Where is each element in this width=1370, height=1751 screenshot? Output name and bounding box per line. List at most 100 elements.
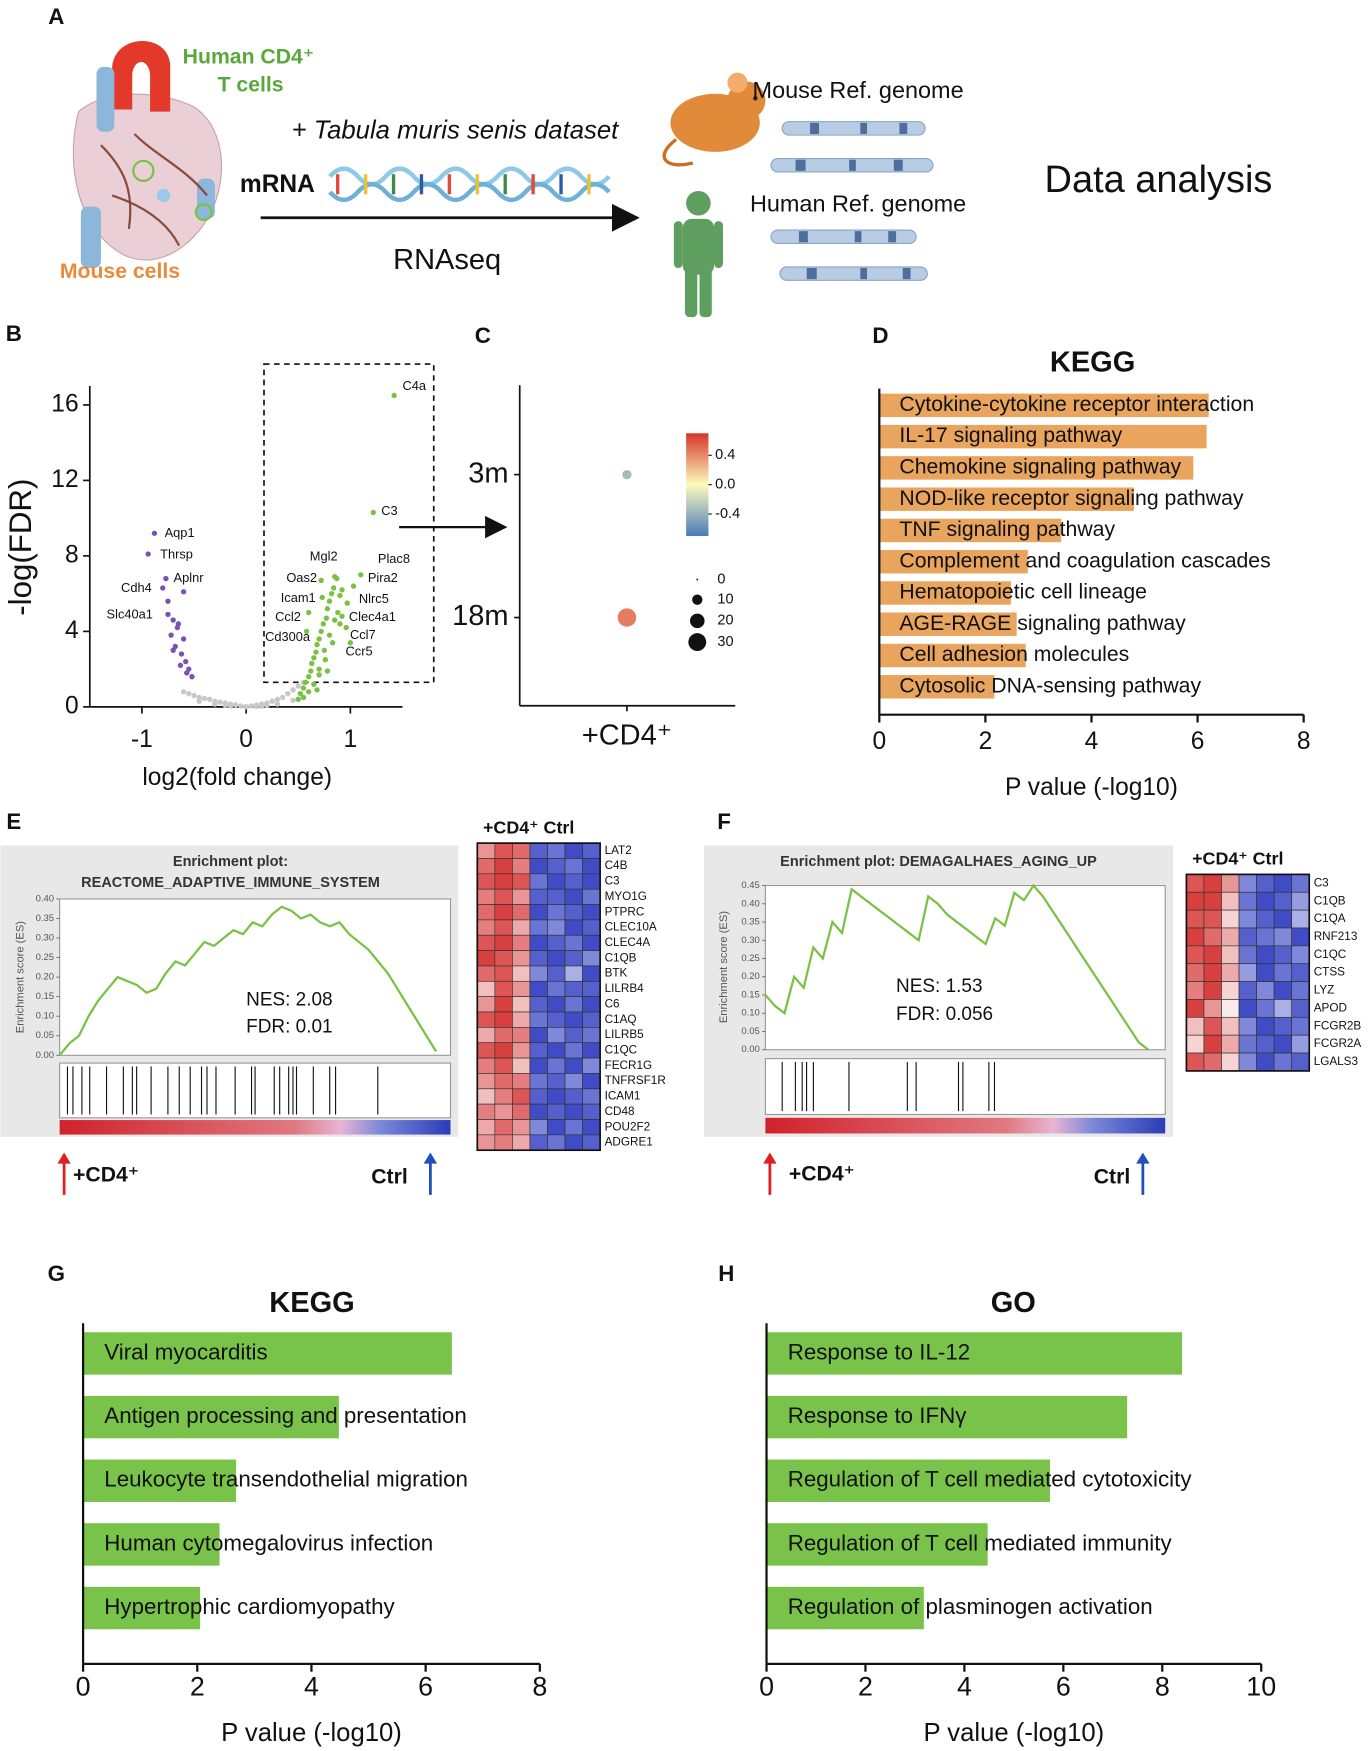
- heatmap-cell: [547, 934, 566, 951]
- heatmap-cell: [512, 1057, 531, 1074]
- data-point: [238, 703, 244, 709]
- heatmap-cell: [1291, 981, 1310, 1000]
- heatmap-cell: [512, 1073, 531, 1090]
- heatmap-cell: [1221, 945, 1240, 965]
- point-label: Mgl2: [310, 549, 338, 564]
- cells-label: Human CD4⁺: [183, 46, 314, 69]
- gene-label: LAT2: [605, 844, 632, 857]
- heatmap-cell: [512, 1027, 531, 1044]
- heatmap-cell: [547, 842, 566, 859]
- y-tick-label: 0.45: [741, 880, 759, 891]
- x-tick-label: 8: [1155, 1672, 1170, 1702]
- heatmap-cell: [529, 980, 548, 997]
- gene-label: BTK: [605, 967, 628, 980]
- dataset-label: + Tabula muris senis dataset: [292, 117, 620, 145]
- bar-label: AGE-RAGE signaling pathway: [899, 612, 1186, 635]
- data-point: [339, 587, 345, 593]
- bar: [766, 1459, 1050, 1502]
- heatmap-cell: [529, 950, 548, 967]
- heatmap-cell: [1291, 1034, 1310, 1054]
- heatmap-cell: [476, 1027, 496, 1044]
- y-tick-label: 0.00: [36, 1050, 54, 1061]
- heatmap-cell: [1256, 999, 1275, 1018]
- heatmap-cell: [476, 950, 496, 967]
- vessel: [96, 67, 115, 132]
- heatmap-cell: [1256, 927, 1275, 947]
- aorta: [112, 40, 171, 112]
- heatmap-cell: [529, 1057, 548, 1074]
- heatmap-cell: [1221, 909, 1240, 929]
- heatmap-cell: [564, 858, 583, 875]
- bar-label: Viral myocarditis: [104, 1339, 267, 1364]
- heatmap-cell: [582, 996, 601, 1013]
- data-point: [163, 575, 169, 582]
- data-point: [326, 598, 333, 604]
- bar: [879, 643, 1026, 668]
- gene-label: LILRB4: [605, 982, 645, 995]
- data-point: [180, 589, 187, 595]
- x-tick-label: 6: [418, 1672, 433, 1702]
- panel-label: H: [718, 1261, 734, 1286]
- heatmap-cell: [547, 873, 566, 890]
- bar-label: Hematopoietic cell lineage: [899, 581, 1147, 604]
- heatmap-cell: [582, 1103, 601, 1120]
- heatmap-cell: [1203, 874, 1222, 893]
- y-tick-label: 0.05: [741, 1026, 759, 1037]
- heatmap-cell: [1291, 874, 1310, 893]
- x-tick-label: 8: [1297, 728, 1311, 755]
- size-legend-dot: [696, 578, 699, 581]
- gene-label: POU2F2: [605, 1120, 651, 1133]
- size-legend-label: 0: [717, 571, 725, 587]
- bar-label: Response to IFNγ: [788, 1403, 968, 1428]
- heatmap-cell: [512, 1042, 531, 1059]
- gene-label: APOD: [1314, 1001, 1347, 1014]
- heatmap-cell: [547, 996, 566, 1013]
- heatmap-cell: [1186, 963, 1205, 982]
- bar-label: Cytosolic DNA-sensing pathway: [899, 674, 1201, 697]
- heatmap-cell: [512, 919, 531, 936]
- bar: [879, 518, 1062, 543]
- panel-label: D: [872, 323, 888, 348]
- heatmap-cell: [494, 842, 513, 859]
- panel-label: C: [475, 323, 491, 348]
- heatmap-cell: [1203, 1052, 1222, 1072]
- bar: [879, 549, 1028, 574]
- data-point: [323, 615, 330, 621]
- data-point: [300, 685, 307, 691]
- heatmap-cell: [1256, 981, 1275, 1000]
- data-point: [248, 703, 255, 709]
- heatmap-cell: [582, 842, 601, 859]
- cell: [132, 159, 155, 183]
- heatmap-cell: [1186, 1034, 1205, 1054]
- heatmap-cell: [476, 1057, 496, 1074]
- dna-illustration: [328, 166, 611, 203]
- data-point: [318, 628, 324, 635]
- data-point: [170, 617, 176, 623]
- x-tick-label: 1: [344, 726, 358, 753]
- data-point: [316, 636, 322, 642]
- point-label: Pira2: [368, 570, 398, 585]
- chromosomes: [770, 121, 934, 281]
- y-tick-label: 0.20: [741, 971, 759, 982]
- heatmap-cell: [1291, 945, 1310, 965]
- heatmap-cell: [1221, 981, 1240, 1000]
- data-point: [324, 606, 331, 612]
- data-point: [196, 694, 202, 701]
- heatmap-cell: [1291, 891, 1310, 911]
- heatmap-cell: [1203, 963, 1222, 982]
- heatmap-cell: [512, 873, 531, 890]
- point-label: C4a: [402, 378, 426, 393]
- heatmap-cell: [512, 888, 531, 905]
- panel-label: B: [6, 321, 22, 346]
- heatmap-cell: [1273, 1016, 1293, 1036]
- data-point: [337, 621, 343, 627]
- heatmap-cell: [564, 950, 583, 967]
- heatmap-cell: [512, 934, 531, 951]
- point-label: Icam1: [281, 590, 316, 605]
- data-point: [206, 696, 213, 703]
- bar-label: Cell adhesion molecules: [899, 643, 1129, 666]
- rungs: [336, 174, 591, 195]
- gene-label: PTPRC: [605, 905, 645, 918]
- heatmap-cell: [564, 919, 583, 936]
